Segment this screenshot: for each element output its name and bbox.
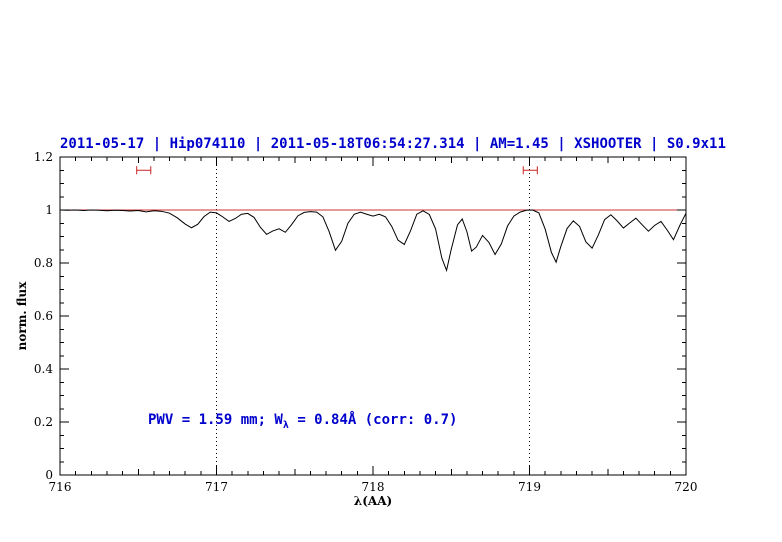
plot-title: 2011-05-17 | Hip074110 | 2011-05-18T06:5… [60,136,726,152]
y-tick-label: 0.8 [34,256,53,270]
x-tick-label: 718 [362,480,385,494]
x-tick-label: 720 [675,480,698,494]
pwv-annotation-value: = 0.84Å (corr: 0.7) [288,412,458,428]
x-axis-label: λ(AA) [354,494,392,508]
y-axis-label: norm. flux [15,281,29,351]
x-tick-label: 716 [49,480,72,494]
y-tick-label: 1 [45,203,53,217]
spectrum-line [59,209,687,273]
y-tick-label: 0.4 [34,362,53,376]
pwv-annotation: PWV = 1.59 mm; Wλ = 0.84Å (corr: 0.7) [148,412,457,431]
y-tick-label: 0.2 [34,415,53,429]
x-tick-label: 719 [518,480,541,494]
pwv-annotation-text: PWV = 1.59 mm; W [148,412,283,428]
y-tick-label: 1.2 [34,150,53,164]
y-tick-label: 0 [45,468,53,482]
x-tick-label: 717 [205,480,228,494]
y-tick-label: 0.6 [34,309,53,323]
pwv-annotation-subscript: λ [282,419,289,431]
